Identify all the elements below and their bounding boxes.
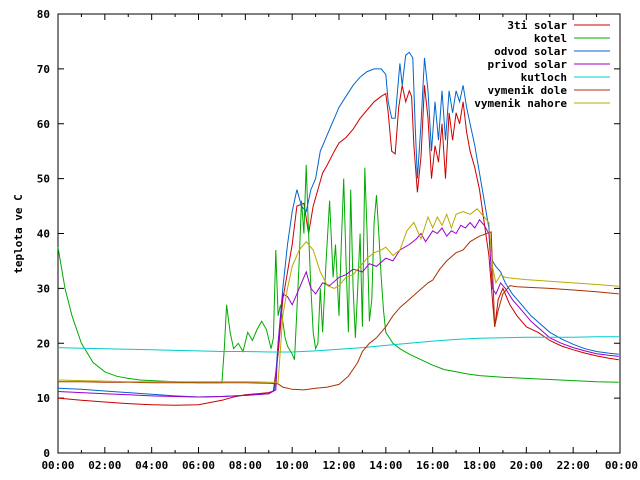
- legend-label: privod solar: [488, 58, 568, 71]
- y-axis-title: teplota ve C: [12, 194, 25, 273]
- x-tick-label: 20:00: [510, 459, 543, 472]
- legend-label: kotel: [534, 32, 567, 45]
- series-line-vymenik-dole: [58, 231, 619, 391]
- x-tick-label: 06:00: [182, 459, 215, 472]
- y-tick-label: 60: [37, 118, 50, 131]
- y-tick-label: 30: [37, 282, 50, 295]
- series-line-kutloch: [57, 336, 619, 353]
- x-tick-label: 02:00: [88, 459, 121, 472]
- legend-label: odvod solar: [494, 45, 567, 58]
- series-lines: [57, 51, 619, 406]
- y-axis: 0 10 20 30 40 50 60 70 80: [37, 8, 620, 460]
- x-tick-label: 04:00: [135, 459, 168, 472]
- y-tick-label: 80: [37, 8, 50, 21]
- legend-label: 3ti solar: [507, 19, 567, 32]
- x-tick-label: 12:00: [322, 459, 355, 472]
- y-tick-label: 40: [37, 228, 50, 241]
- y-tick-label: 10: [37, 392, 50, 405]
- x-tick-label: 14:00: [369, 459, 402, 472]
- y-tick-label: 70: [37, 63, 50, 76]
- legend-label: vymenik nahore: [474, 97, 567, 110]
- series-line-vymenik-nahore: [57, 208, 619, 383]
- x-tick-label: 18:00: [463, 459, 496, 472]
- x-tick-label: 00:00: [41, 459, 74, 472]
- y-tick-label: 0: [43, 447, 50, 460]
- y-tick-label: 20: [37, 337, 50, 350]
- x-tick-label: 00:00: [605, 459, 638, 472]
- x-tick-label: 16:00: [416, 459, 449, 472]
- legend-label: vymenik dole: [488, 84, 568, 97]
- x-tick-label: 08:00: [229, 459, 262, 472]
- legend-label: kutloch: [521, 71, 567, 84]
- series-line-3ti-solar: [57, 85, 619, 406]
- y-tick-label: 50: [37, 173, 50, 186]
- x-tick-label: 22:00: [557, 459, 590, 472]
- series-line-kotel: [57, 164, 619, 384]
- series-line-privod-solar: [57, 218, 619, 398]
- x-axis: 00:00 02:00 04:00 06:00 08:00 10:00 12:00 14:00…: [41, 14, 638, 472]
- series-line-odvod-solar: [57, 51, 619, 398]
- x-tick-label: 10:00: [276, 459, 309, 472]
